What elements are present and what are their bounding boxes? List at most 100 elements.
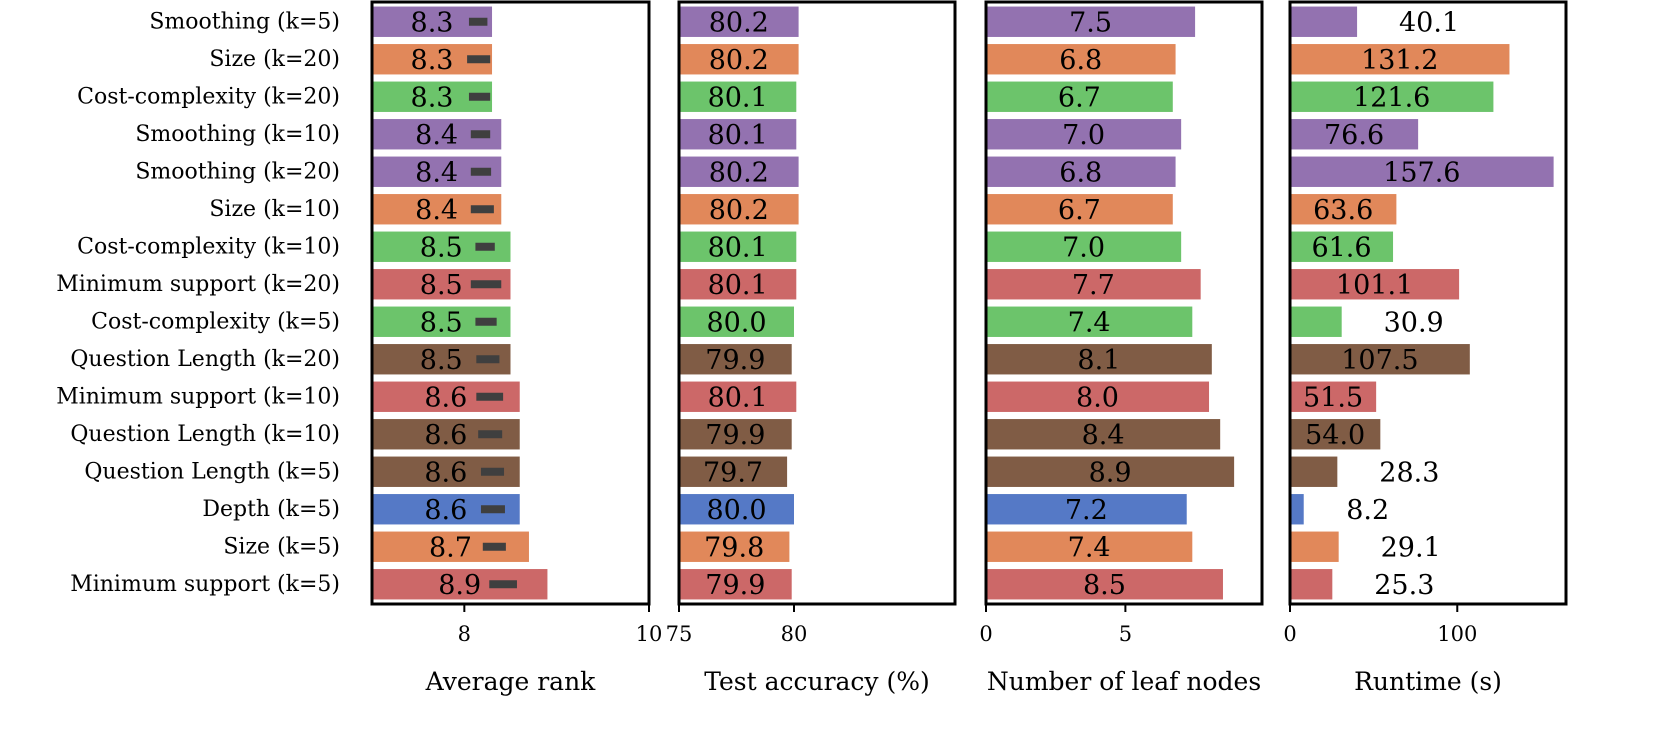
bar-question-length-k-5 <box>679 456 788 487</box>
value-label-smoothing-k-10: 80.1 <box>708 120 768 151</box>
bar-minimum-support-k-10 <box>986 381 1210 412</box>
value-label-smoothing-k-20: 157.6 <box>1383 157 1460 188</box>
value-label-cost-complexity-k-5: 8.5 <box>420 307 463 338</box>
value-label-cost-complexity-k-5: 30.9 <box>1384 307 1444 338</box>
bar-question-length-k-5 <box>986 456 1235 487</box>
value-label-depth-k-5: 8.2 <box>1346 495 1389 526</box>
panel-frame <box>677 0 957 606</box>
bar-depth-k-5 <box>679 494 794 525</box>
value-label-question-length-k-5: 79.7 <box>703 457 763 488</box>
value-label-minimum-support-k-20: 80.1 <box>708 270 768 301</box>
category-label-depth-k-5: Depth (k=5) <box>202 497 340 522</box>
bar-cost-complexity-k-10 <box>679 231 797 262</box>
value-label-question-length-k-5: 28.3 <box>1379 457 1439 488</box>
bar-smoothing-k-5 <box>986 6 1196 37</box>
bar-cost-complexity-k-10 <box>1290 231 1394 262</box>
bar-cost-complexity-k-5 <box>1290 306 1342 337</box>
bar-cost-complexity-k-20 <box>986 81 1173 112</box>
category-label-smoothing-k-10: Smoothing (k=10) <box>135 122 340 147</box>
category-label-minimum-support-k-5: Minimum support (k=5) <box>70 572 340 597</box>
bar-minimum-support-k-20 <box>986 269 1201 300</box>
value-label-question-length-k-5: 8.9 <box>1089 457 1132 488</box>
panel-runtime: 40.1 131.2 121.6 76.6 157.6 63.6 61.6 101.1 30.9… <box>1283 0 1568 696</box>
value-label-minimum-support-k-10: 8.6 <box>424 382 467 413</box>
bar-smoothing-k-10 <box>679 119 797 150</box>
value-label-cost-complexity-k-20: 8.3 <box>411 82 454 113</box>
x-tick-label: 0 <box>1283 622 1296 646</box>
category-label-minimum-support-k-20: Minimum support (k=20) <box>56 272 340 297</box>
value-label-minimum-support-k-5: 8.5 <box>1083 570 1126 601</box>
value-label-cost-complexity-k-20: 80.1 <box>708 82 768 113</box>
value-label-cost-complexity-k-10: 61.6 <box>1311 232 1371 263</box>
bar-minimum-support-k-20 <box>679 269 797 300</box>
bar-smoothing-k-10 <box>986 119 1182 150</box>
value-label-size-k-20: 131.2 <box>1361 45 1438 76</box>
bar-minimum-support-k-10 <box>679 381 797 412</box>
x-tick-label: 100 <box>1437 622 1477 646</box>
bar-size-k-10 <box>1290 194 1397 225</box>
value-label-cost-complexity-k-20: 6.7 <box>1058 82 1101 113</box>
bar-smoothing-k-5 <box>679 6 799 37</box>
value-label-smoothing-k-20: 80.2 <box>709 157 769 188</box>
value-label-minimum-support-k-5: 8.9 <box>438 570 481 601</box>
value-label-minimum-support-k-20: 101.1 <box>1336 270 1413 301</box>
category-label-size-k-10: Size (k=10) <box>209 197 340 222</box>
bar-size-k-5 <box>679 531 790 562</box>
value-label-smoothing-k-10: 76.6 <box>1324 120 1384 151</box>
value-label-question-length-k-10: 54.0 <box>1305 420 1365 451</box>
bar-size-k-5 <box>986 531 1193 562</box>
x-tick-label: 75 <box>666 622 693 646</box>
bar-size-k-20 <box>679 44 799 75</box>
value-label-size-k-20: 6.8 <box>1059 45 1102 76</box>
bar-size-k-20 <box>1290 44 1510 75</box>
bar-minimum-support-k-10 <box>1290 381 1377 412</box>
value-label-depth-k-5: 80.0 <box>706 495 766 526</box>
value-label-size-k-5: 79.8 <box>704 532 764 563</box>
value-label-question-length-k-5: 8.6 <box>424 457 467 488</box>
value-label-size-k-10: 8.4 <box>415 195 458 226</box>
category-label-minimum-support-k-10: Minimum support (k=10) <box>56 384 340 409</box>
bar-smoothing-k-10 <box>1290 119 1419 150</box>
value-label-minimum-support-k-10: 80.1 <box>708 382 768 413</box>
value-label-smoothing-k-10: 7.0 <box>1062 120 1105 151</box>
bar-depth-k-5 <box>1290 494 1304 525</box>
value-label-cost-complexity-k-10: 7.0 <box>1062 232 1105 263</box>
category-label-cost-complexity-k-20: Cost-complexity (k=20) <box>77 84 340 109</box>
x-tick-label: 80 <box>781 622 808 646</box>
value-label-question-length-k-10: 8.6 <box>424 420 467 451</box>
category-label-smoothing-k-5: Smoothing (k=5) <box>149 9 340 34</box>
value-label-depth-k-5: 8.6 <box>424 495 467 526</box>
value-label-smoothing-k-5: 40.1 <box>1399 7 1459 38</box>
value-label-cost-complexity-k-20: 121.6 <box>1353 82 1430 113</box>
bar-question-length-k-20 <box>679 344 792 375</box>
value-label-smoothing-k-5: 8.3 <box>411 7 454 38</box>
category-labels: Smoothing (k=5) Size (k=20) Cost-complexit… <box>56 9 340 597</box>
value-label-size-k-5: 8.7 <box>429 532 472 563</box>
category-label-size-k-20: Size (k=20) <box>209 47 340 72</box>
bar-cost-complexity-k-20 <box>679 81 797 112</box>
value-label-question-length-k-20: 8.1 <box>1077 345 1120 376</box>
x-tick-label: 10 <box>636 622 663 646</box>
panel-number-of-leaf-nodes: 7.5 6.8 6.7 7.0 6.8 6.7 7.0 7.7 7.4 8.1 8.0 8.4 8.9 7… <box>979 0 1264 696</box>
bar-minimum-support-k-5 <box>679 569 792 600</box>
panel-frame <box>1288 0 1568 606</box>
value-label-size-k-5: 7.4 <box>1068 532 1111 563</box>
bar-minimum-support-k-5 <box>986 569 1223 600</box>
bar-smoothing-k-20 <box>986 156 1176 187</box>
x-tick-label: 0 <box>979 622 992 646</box>
value-label-minimum-support-k-10: 8.0 <box>1076 382 1119 413</box>
value-label-smoothing-k-5: 7.5 <box>1069 7 1112 38</box>
bar-minimum-support-k-5 <box>372 569 548 600</box>
value-label-minimum-support-k-10: 51.5 <box>1303 382 1363 413</box>
category-label-cost-complexity-k-5: Cost-complexity (k=5) <box>91 309 340 334</box>
category-label-question-length-k-10: Question Length (k=10) <box>70 422 340 447</box>
x-axis-label: Average rank <box>425 667 597 696</box>
x-axis-label: Number of leaf nodes <box>987 667 1261 696</box>
category-label-smoothing-k-20: Smoothing (k=20) <box>135 159 340 184</box>
value-label-cost-complexity-k-10: 80.1 <box>708 232 768 263</box>
bar-cost-complexity-k-5 <box>679 306 794 337</box>
bar-smoothing-k-20 <box>679 156 799 187</box>
value-label-depth-k-5: 7.2 <box>1065 495 1108 526</box>
bar-size-k-10 <box>986 194 1173 225</box>
